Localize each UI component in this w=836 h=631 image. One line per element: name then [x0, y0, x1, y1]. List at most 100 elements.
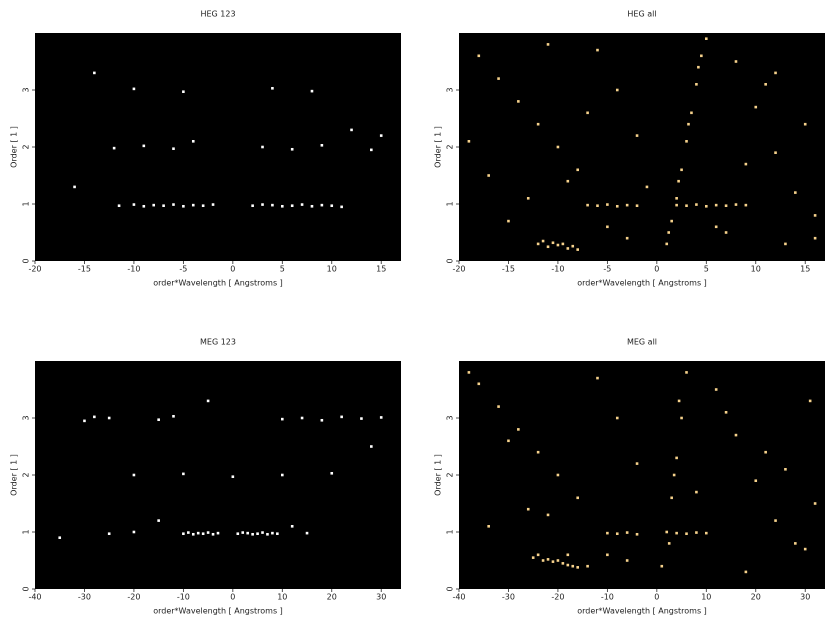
plot-background [459, 33, 825, 261]
point [107, 532, 111, 536]
y-tick-label: 2 [22, 144, 31, 149]
y-axis-label: Order [ 1 ] [434, 454, 443, 496]
point [280, 417, 284, 421]
point [794, 542, 797, 545]
x-axis-label: order*Wavelength [ Angstroms ] [153, 279, 283, 288]
point [340, 415, 343, 419]
y-tick-label: 2 [446, 472, 455, 477]
point [625, 236, 629, 240]
x-tick-label: -10 [551, 265, 564, 274]
point [556, 559, 560, 562]
point [467, 371, 471, 374]
point [546, 513, 550, 517]
point [784, 242, 787, 246]
point [73, 185, 76, 189]
point [700, 54, 703, 58]
point [665, 530, 669, 534]
point [246, 531, 249, 535]
point [290, 525, 294, 528]
point [187, 531, 190, 534]
plot-background [35, 33, 401, 261]
point [350, 128, 353, 132]
point [615, 88, 619, 92]
point [675, 456, 678, 460]
point [320, 143, 324, 147]
point [117, 204, 121, 208]
point [566, 563, 570, 567]
point [142, 204, 146, 208]
point [107, 416, 111, 420]
x-tick-label: 5 [704, 265, 709, 274]
point [724, 231, 728, 234]
point [211, 532, 215, 536]
point [754, 479, 758, 482]
point [477, 382, 481, 386]
x-tick-label: 0 [230, 265, 235, 274]
point [276, 532, 279, 536]
y-tick-label: 0 [446, 586, 455, 591]
point [236, 532, 240, 536]
point [586, 564, 589, 568]
point [677, 179, 680, 183]
point [487, 525, 490, 528]
x-tick-label: -30 [502, 593, 515, 602]
point [764, 83, 767, 86]
point [280, 473, 284, 477]
point [196, 531, 200, 535]
point [561, 242, 565, 246]
x-axis-label: order*Wavelength [ Angstroms ] [577, 607, 707, 616]
x-tick-label: -40 [28, 593, 41, 602]
y-axis-label: Order [ 1 ] [10, 126, 19, 168]
point [704, 531, 708, 535]
point [531, 556, 535, 559]
point [687, 122, 690, 126]
y-tick-label: 1 [446, 529, 455, 534]
point [764, 450, 767, 454]
point [677, 399, 681, 403]
point [305, 531, 309, 535]
x-tick-label: 30 [376, 593, 386, 602]
point [271, 531, 274, 535]
point [467, 140, 471, 143]
point [191, 140, 195, 143]
x-tick-label: 10 [277, 593, 287, 602]
y-tick-label: 1 [446, 201, 455, 206]
point [670, 219, 673, 223]
point [754, 105, 758, 109]
point [191, 532, 195, 536]
point [606, 203, 609, 206]
point [58, 536, 62, 539]
point [536, 450, 540, 454]
point [667, 231, 671, 234]
point [157, 519, 160, 522]
x-tick-label: 10 [327, 265, 337, 274]
point [625, 203, 629, 207]
point [596, 376, 599, 380]
y-tick-label: 0 [22, 586, 31, 591]
point [546, 558, 550, 561]
point [813, 502, 817, 505]
point [576, 168, 580, 172]
point [379, 134, 383, 137]
point [734, 203, 738, 206]
y-tick-label: 2 [22, 472, 31, 477]
point [704, 37, 708, 40]
point [526, 197, 530, 200]
point [576, 566, 580, 569]
point [596, 48, 599, 52]
x-tick-label: -20 [127, 593, 140, 602]
x-tick-label: 5 [280, 265, 285, 274]
point [635, 204, 639, 208]
point [667, 542, 671, 545]
x-tick-label: 20 [327, 593, 337, 602]
point [685, 204, 688, 208]
point [704, 204, 708, 208]
point [216, 531, 220, 535]
point [310, 89, 314, 93]
point [526, 507, 530, 511]
point [251, 204, 254, 208]
point [182, 472, 185, 476]
x-tick-label: -5 [603, 265, 611, 274]
point [310, 204, 314, 208]
point [201, 532, 205, 536]
